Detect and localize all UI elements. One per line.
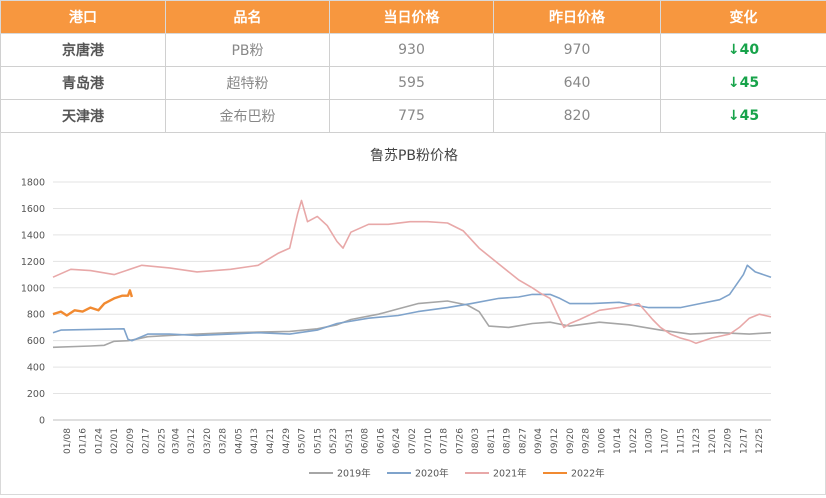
x-tick-label: 07/02 [408,428,418,454]
x-tick-label: 07/26 [455,428,465,454]
series-line-2022年 [53,290,132,315]
product-cell: 超特粉 [166,67,330,100]
today-price-cell: 595 [330,67,494,100]
change-cell: ↓45 [661,100,826,133]
x-tick-label: 09/20 [566,428,576,454]
x-tick-label: 10/22 [629,428,639,454]
y-tick-label: 1200 [21,257,45,268]
header-port: 港口 [1,1,166,34]
x-tick-label: 01/08 [63,428,73,454]
port-cell: 天津港 [1,100,166,133]
series-line-2021年 [53,201,771,344]
x-tick-label: 09/12 [550,428,560,454]
x-tick-label: 04/29 [282,428,292,454]
y-tick-label: 200 [27,389,45,400]
x-tick-label: 10/30 [645,428,655,454]
x-tick-label: 08/27 [518,428,528,454]
legend-label: 2021年 [493,468,527,480]
x-tick-label: 01/24 [94,428,104,454]
x-tick-label: 07/10 [424,428,434,454]
x-tick-label: 11/15 [676,428,686,454]
table-row: 京唐港 PB粉 930 970 ↓40 [1,34,826,67]
x-tick-label: 05/23 [329,428,339,454]
header-today-price: 当日价格 [330,1,494,34]
chart-title: 鲁苏PB粉价格 [370,148,458,164]
legend-label: 2020年 [415,468,449,480]
header-product: 品名 [166,1,330,34]
today-price-cell: 775 [330,100,494,133]
y-tick-label: 400 [27,363,45,374]
y-tick-label: 0 [39,416,45,427]
table-row: 天津港 金布巴粉 775 820 ↓45 [1,100,826,133]
y-tick-label: 600 [27,336,45,347]
x-tick-label: 05/31 [345,428,355,454]
y-tick-label: 1000 [21,283,45,294]
today-price-cell: 930 [330,34,494,67]
x-tick-label: 12/09 [724,428,734,454]
x-tick-label: 11/23 [692,428,702,454]
x-tick-label: 05/15 [313,428,323,454]
x-tick-label: 11/07 [660,428,670,454]
x-tick-label: 02/09 [126,428,136,454]
x-tick-label: 06/08 [361,428,371,454]
y-tick-label: 1800 [21,178,45,189]
table-header-row: 港口 品名 当日价格 昨日价格 变化 [1,1,826,34]
x-tick-label: 04/13 [250,428,260,454]
line-chart: 鲁苏PB粉价格 0 200 400 600 800 1000 1200 1400 1600 1800… [1,132,825,494]
y-tick-label: 1400 [21,230,45,241]
x-tick-label: 01/16 [79,428,89,454]
product-cell: 金布巴粉 [166,100,330,133]
x-tick-label: 02/01 [110,428,120,454]
port-cell: 青岛港 [1,67,166,100]
table-row: 青岛港 超特粉 595 640 ↓45 [1,67,826,100]
x-tick-label: 08/11 [487,428,497,454]
yesterday-price-cell: 820 [494,100,661,133]
x-tick-label: 02/25 [157,428,167,454]
x-tick-label: 10/06 [597,428,607,454]
x-tick-label: 03/12 [187,428,197,454]
chart-container: 鲁苏PB粉价格 0 200 400 600 800 1000 1200 1400 1600 1800… [0,132,826,495]
x-tick-label: 07/18 [440,428,450,454]
x-tick-label: 09/28 [582,428,592,454]
x-tick-label: 04/05 [234,428,244,454]
x-tick-label: 12/25 [755,428,765,454]
x-tick-label: 10/14 [613,428,623,454]
price-table: 港口 品名 当日价格 昨日价格 变化 京唐港 PB粉 930 970 ↓40 青… [0,0,826,133]
x-tick-label: 06/16 [376,428,386,454]
y-tick-label: 1600 [21,204,45,215]
yesterday-price-cell: 970 [494,34,661,67]
x-tick-label: 03/28 [219,428,229,454]
x-tick-label: 09/04 [534,428,544,454]
legend-label: 2022年 [571,468,605,480]
x-tick-label: 05/07 [298,428,308,454]
x-tick-label: 12/01 [708,428,718,454]
x-tick-label: 08/03 [471,428,481,454]
y-tick-label: 800 [27,310,45,321]
yesterday-price-cell: 640 [494,67,661,100]
product-cell: PB粉 [166,34,330,67]
header-change: 变化 [661,1,826,34]
x-tick-label: 03/04 [171,428,181,454]
port-cell: 京唐港 [1,34,166,67]
x-tick-label: 08/19 [503,428,513,454]
x-tick-label: 06/24 [392,428,402,454]
x-tick-label: 02/17 [142,428,152,454]
legend-label: 2019年 [337,468,371,480]
x-tick-label: 04/21 [266,428,276,454]
x-tick-label: 03/20 [203,428,213,454]
change-cell: ↓45 [661,67,826,100]
change-cell: ↓40 [661,34,826,67]
header-yesterday-price: 昨日价格 [494,1,661,34]
x-tick-label: 12/17 [739,428,749,454]
